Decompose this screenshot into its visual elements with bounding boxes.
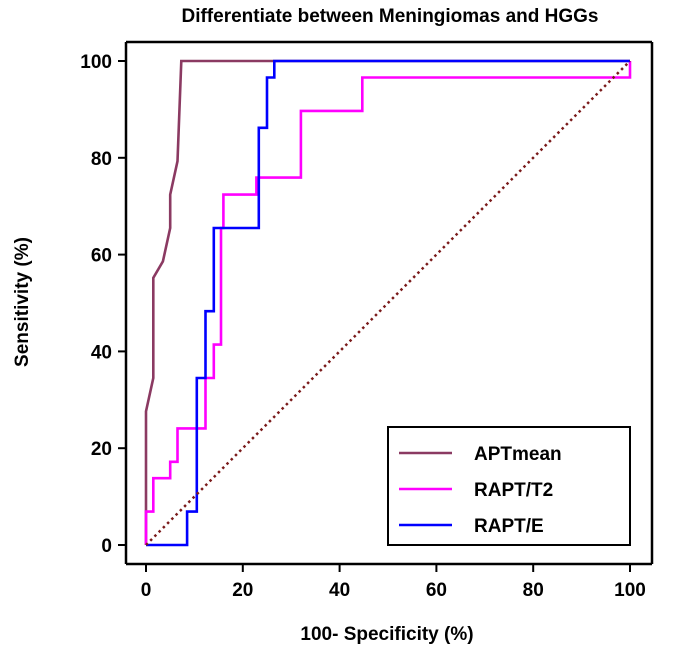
series-line-rapt-t2 — [144, 61, 632, 545]
x-tick-label: 80 — [523, 580, 544, 601]
y-tick-label: 80 — [91, 149, 112, 170]
y-tick-label: 60 — [91, 246, 112, 267]
legend: APTmean RAPT/T2 RAPT/E — [387, 426, 631, 546]
x-tick-label: 40 — [329, 580, 350, 601]
y-tick-label: 0 — [101, 536, 112, 557]
legend-label-rapt-t2: RAPT/T2 — [474, 480, 553, 501]
x-tick-label: 60 — [426, 580, 447, 601]
series-line-aptmean — [144, 59, 630, 545]
x-tick-label: 100 — [614, 580, 646, 601]
series-line-reference — [145, 60, 631, 546]
series-line-rapt-e — [146, 59, 630, 547]
legend-label-aptmean: APTmean — [474, 444, 562, 465]
axes — [124, 40, 654, 566]
chart-title: Differentiate between Meningiomas and HG… — [181, 6, 598, 27]
x-tick-label: 20 — [232, 580, 253, 601]
series-lines — [144, 59, 632, 547]
y-axis-label: Sensitivity (%) — [12, 237, 33, 367]
x-axis-label: 100- Specificity (%) — [300, 624, 473, 645]
legend-label-rapt-e: RAPT/E — [474, 516, 544, 537]
y-tick-label: 100 — [80, 52, 112, 73]
x-tick-label: 0 — [141, 580, 152, 601]
y-tick-label: 40 — [91, 342, 112, 363]
y-tick-label: 20 — [91, 439, 112, 460]
tick-marks: 0 20 40 60 80 100 0 20 40 60 80 100 — [80, 52, 646, 601]
